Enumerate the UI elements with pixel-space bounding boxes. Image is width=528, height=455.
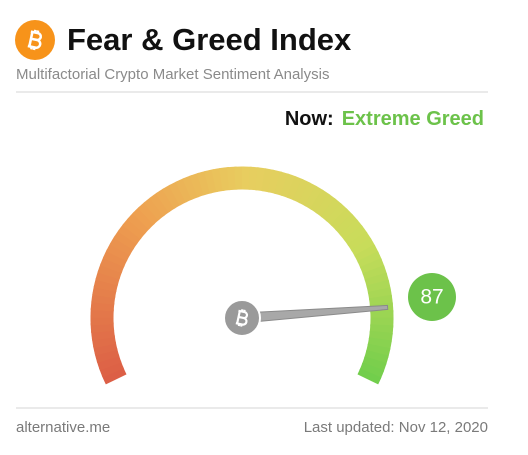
value-label: 87 [420,286,443,309]
status-label: Now: [285,108,334,130]
gauge-track [357,368,382,385]
hub-icon [235,309,249,327]
value-badge [408,273,456,321]
status: Extreme Greed [342,108,484,130]
logo [15,20,55,60]
title: Fear & Greed Index [67,22,352,57]
status-line: Now: Extreme Greed [285,108,484,130]
source: alternative.me [16,419,110,436]
hub-icon-glyph [235,309,249,327]
updated: Last updated: Nov 12, 2020 [304,419,488,436]
gauge: 87 [90,166,456,385]
needle [241,304,389,324]
subtitle: Multifactorial Crypto Market Sentiment A… [16,66,329,83]
